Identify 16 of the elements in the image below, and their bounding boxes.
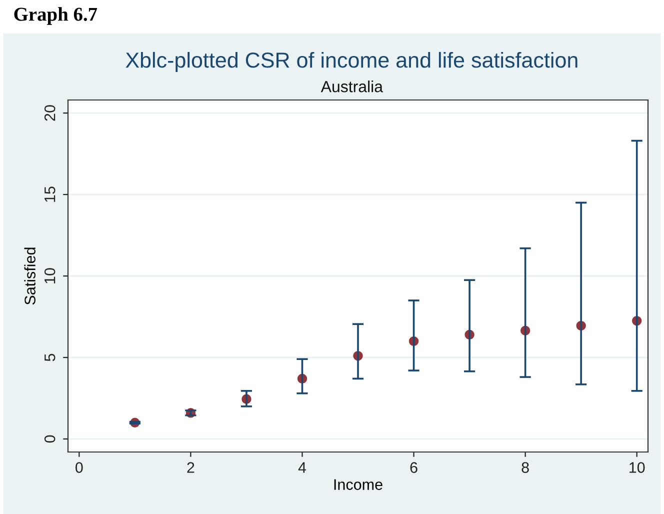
x-tick-label: 6 bbox=[410, 462, 418, 473]
caption: Graph 6.7 bbox=[14, 7, 98, 25]
y-tick-label: 0 bbox=[44, 435, 56, 443]
chart-title: Xblc-plotted CSR of income and life satisfaction bbox=[126, 52, 578, 72]
y-tick-label: 5 bbox=[44, 354, 56, 362]
x-tick-label: 2 bbox=[187, 462, 194, 473]
x-tick-label: 8 bbox=[522, 462, 529, 473]
x-axis-title: Income bbox=[334, 479, 382, 490]
x-tick-label: 0 bbox=[76, 462, 83, 473]
x-tick-label: 4 bbox=[298, 462, 306, 473]
y-axis-title: Satisfied bbox=[24, 248, 36, 305]
y-tick-label: 10 bbox=[44, 268, 56, 284]
chart-subtitle: Australia bbox=[320, 80, 383, 92]
y-tick-label: 15 bbox=[44, 186, 56, 202]
y-tick-label: 20 bbox=[44, 105, 56, 121]
x-tick-label: 10 bbox=[630, 462, 645, 473]
